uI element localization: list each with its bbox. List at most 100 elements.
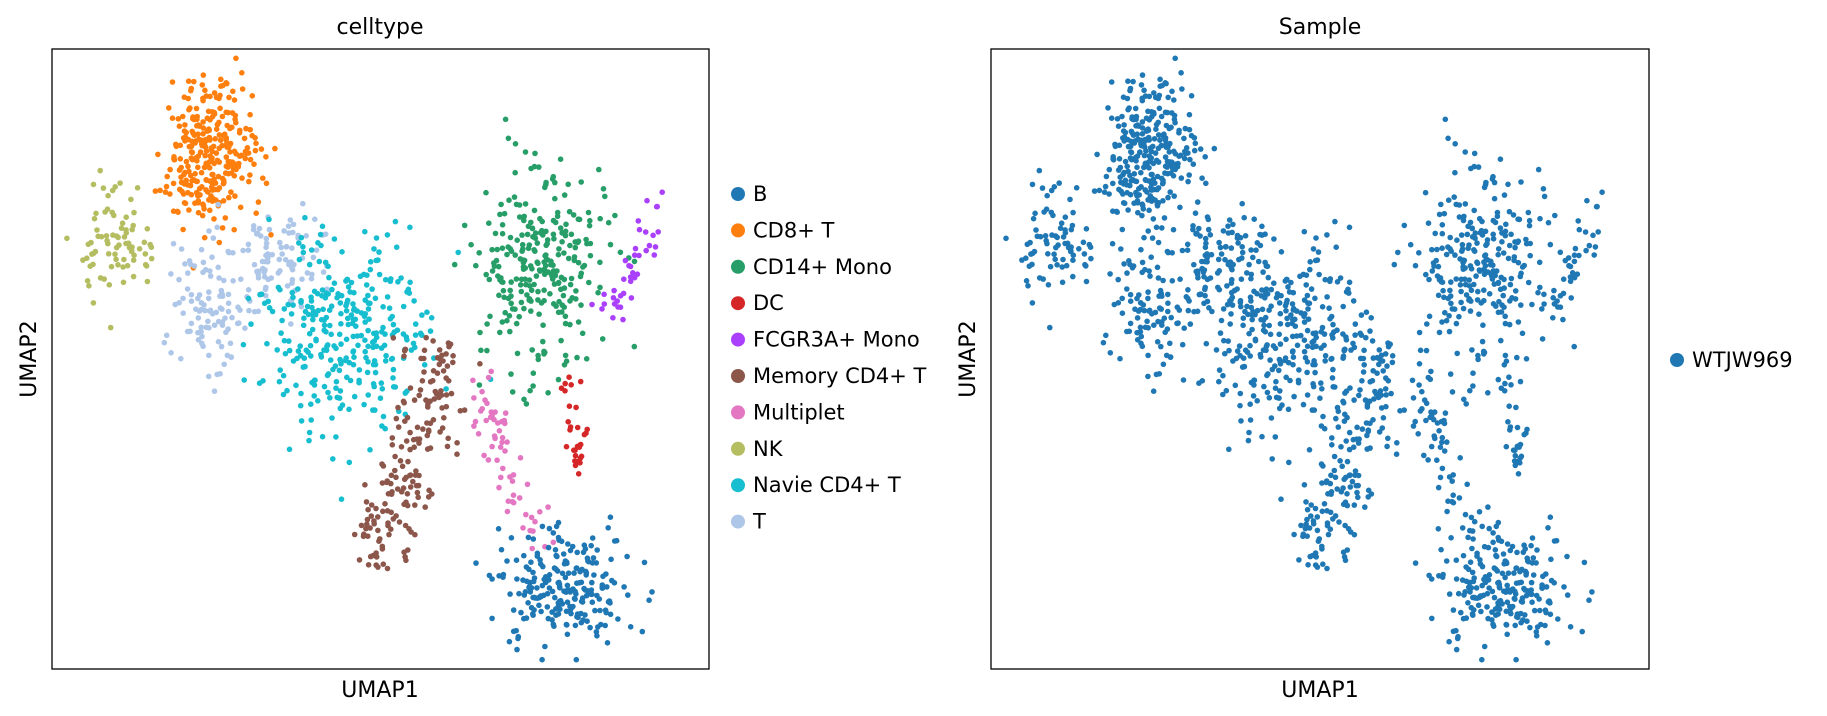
data-point [1438,546,1444,553]
data-point [1279,402,1285,408]
data-point [388,276,394,282]
data-point [1148,187,1155,193]
data-point [543,179,549,186]
data-point [367,266,374,273]
data-point [540,338,546,345]
data-point [1223,387,1230,394]
data-point [1277,341,1284,347]
data-point [595,289,601,296]
data-point [1456,495,1463,501]
data-point [1453,557,1460,563]
data-point [1481,643,1488,650]
data-point [363,525,369,532]
data-point [1057,225,1064,231]
data-point [1331,453,1338,460]
data-point [173,143,180,150]
data-point [1350,444,1357,451]
data-point [1527,624,1533,631]
data-point [1437,275,1444,281]
data-point [1229,229,1235,236]
data-point [128,196,134,203]
data-point [329,286,335,293]
data-point [1134,337,1141,343]
data-point [1054,262,1060,268]
data-point [1325,531,1332,538]
data-point [583,356,590,362]
data-point [1032,210,1038,217]
data-point [195,122,202,128]
data-point [1342,522,1348,529]
data-point [90,300,97,306]
data-point [289,280,295,286]
data-point [280,372,287,379]
data-point [419,378,426,384]
data-point [1321,342,1327,349]
data-point [1027,239,1033,246]
data-point [578,453,585,460]
data-point [1141,152,1148,159]
data-point [1304,292,1311,299]
data-point [1070,252,1077,258]
data-point [1498,538,1505,545]
data-point [1301,337,1308,344]
data-point [1423,400,1430,407]
data-point [607,600,613,606]
data-point [1049,232,1055,238]
data-point [454,440,460,446]
data-point [607,241,614,248]
data-point [567,281,574,288]
data-point [1528,591,1534,598]
data-point [644,197,650,204]
data-point [498,275,504,281]
data-point [1356,392,1362,399]
data-point [419,332,425,339]
data-point [379,461,385,467]
data-point [1332,474,1339,481]
data-point [518,299,525,306]
data-point [185,270,191,276]
data-point [573,404,579,411]
data-point [226,94,232,101]
data-point [1594,203,1600,210]
data-point [129,244,135,250]
data-point [1382,386,1389,392]
data-point [587,624,593,631]
data-point [430,338,436,344]
data-point [93,210,99,217]
data-point [385,491,392,497]
data-point [1347,385,1353,391]
data-point [1232,382,1239,389]
data-point [1132,178,1139,184]
data-point [1345,526,1352,532]
data-point [1458,232,1465,238]
data-point [1477,557,1483,563]
data-point [532,150,538,157]
legend-marker [731,441,745,456]
data-point [1134,198,1141,204]
data-point [540,563,546,570]
data-point [217,305,224,311]
data-point [627,624,634,630]
data-point [1351,397,1357,403]
data-point [1439,245,1445,251]
data-point [472,418,479,425]
data-point [1384,443,1390,450]
data-point [209,171,215,178]
data-point [293,382,299,389]
data-point [1465,534,1471,541]
data-point [541,287,547,294]
data-point [1362,397,1369,403]
data-point [234,320,241,327]
data-point [407,385,414,391]
data-point [186,168,192,175]
data-point [1551,538,1558,544]
data-point [1298,522,1304,529]
data-point [356,557,363,563]
data-point [192,140,198,146]
data-point [251,261,258,268]
data-point [1540,573,1546,580]
data-point [1144,189,1150,195]
data-point [416,472,422,479]
data-point [1551,301,1558,307]
data-point [1547,600,1553,606]
